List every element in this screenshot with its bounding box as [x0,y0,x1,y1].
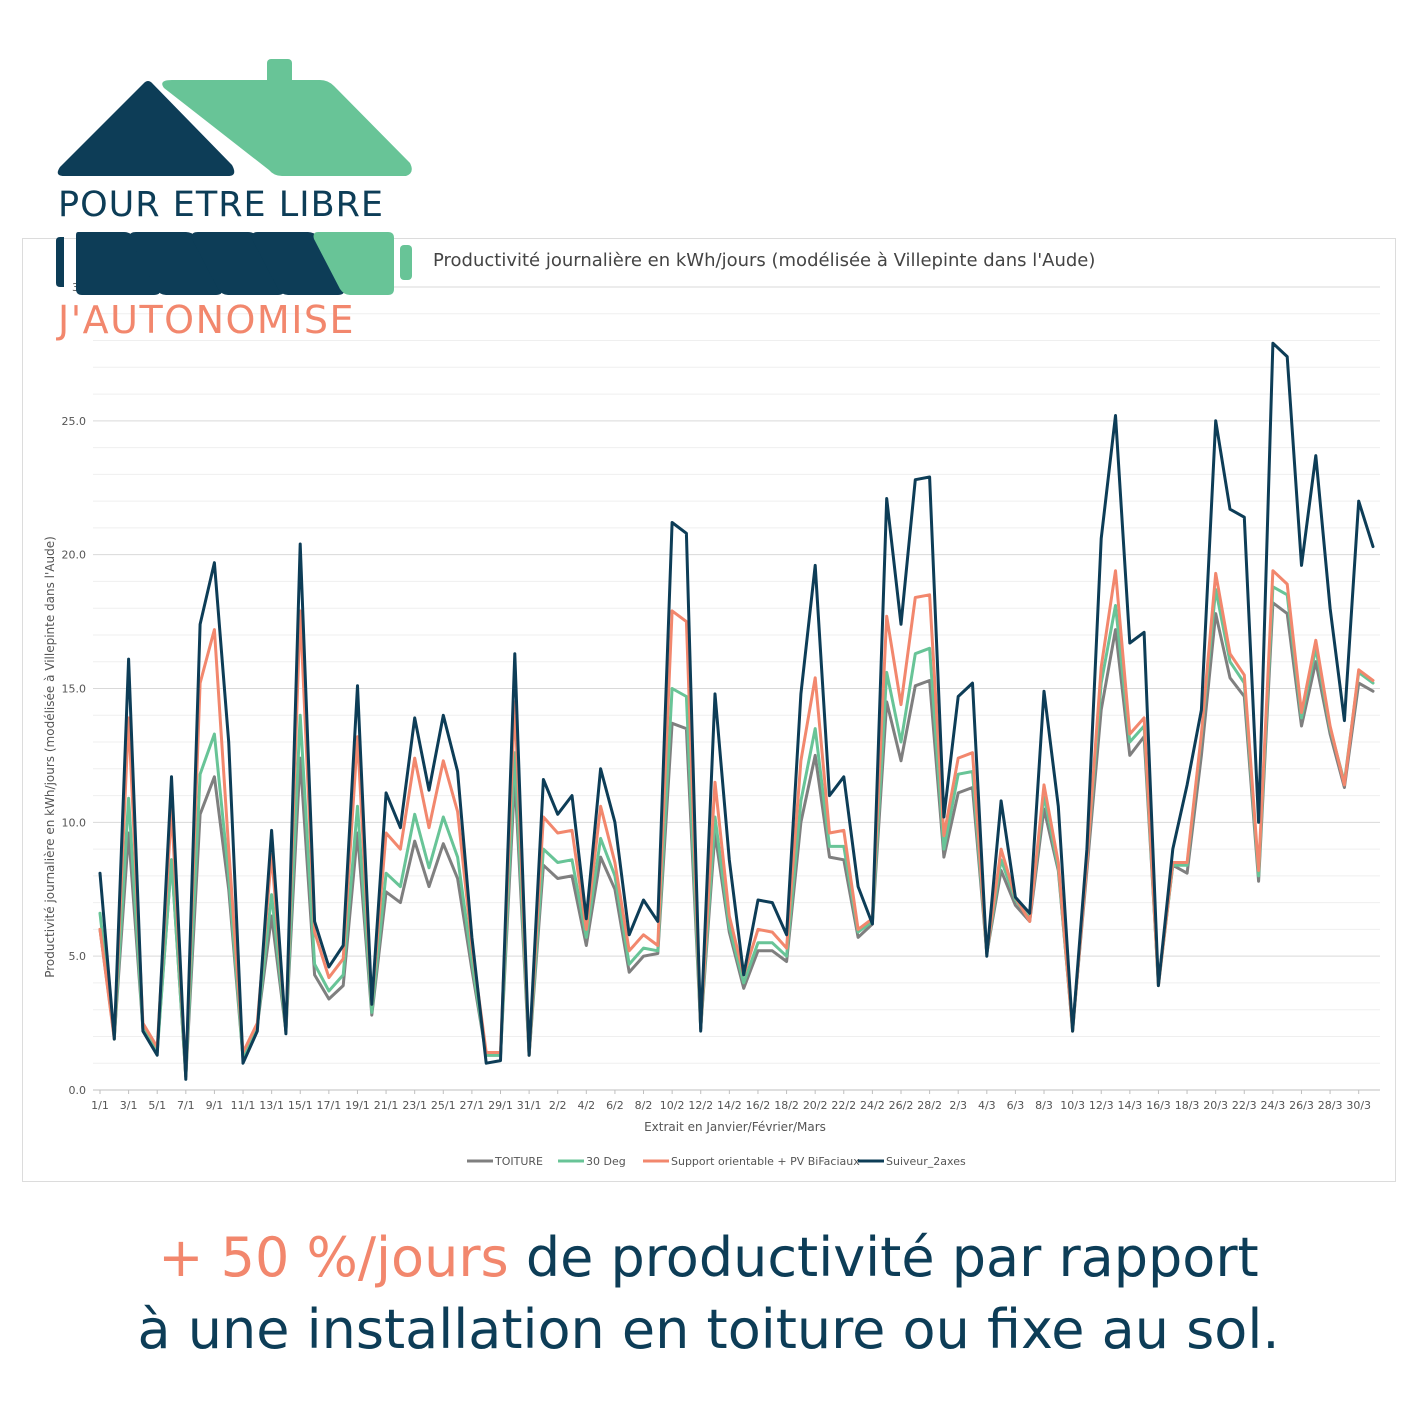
x-tick-label: 12/3 [1089,1099,1114,1112]
x-tick-label: 16/3 [1146,1099,1171,1112]
series-line-4 [98,341,1375,1081]
x-tick-label: 13/1 [259,1099,284,1112]
x-tick-label: 9/1 [206,1099,224,1112]
x-tick-label: 18/3 [1175,1099,1200,1112]
x-tick-label: 4/2 [577,1099,595,1112]
y-tick-label: 15.0 [62,683,87,696]
x-tick-label: 8/2 [635,1099,653,1112]
x-tick-label: 7/1 [177,1099,195,1112]
x-tick-label: 11/1 [231,1099,256,1112]
x-tick-label: 30/3 [1346,1099,1371,1112]
x-tick-label: 28/3 [1318,1099,1343,1112]
x-tick-label: 26/3 [1289,1099,1314,1112]
legend: TOITURE 30 Deg Support orientable + PV BiF… [467,1155,966,1168]
caption: + 50 %/jours de productivité par rapport… [0,1222,1417,1366]
caption-highlight: + 50 %/jours [158,1226,509,1289]
chart-title: Productivité journalière en kWh/jours (m… [433,250,1095,271]
x-tick-label: 24/2 [860,1099,885,1112]
x-tick-label: 6/3 [1007,1099,1025,1112]
x-tick-label: 4/3 [978,1099,996,1112]
house-roof-icon [56,59,412,295]
logo-text-line1: POUR ETRE LIBRE [58,185,385,225]
x-tick-label: 15/1 [288,1099,313,1112]
y-tick-label: 25.0 [62,415,87,428]
x-tick-label: 14/2 [717,1099,742,1112]
x-tick-label: 17/1 [317,1099,342,1112]
y-tick-label: 10.0 [62,816,87,829]
x-tick-label: 20/2 [803,1099,828,1112]
x-tick-label: 8/3 [1035,1099,1053,1112]
x-tick-label: 28/2 [917,1099,942,1112]
legend-label: TOITURE [494,1155,543,1168]
x-tick-label: 24/3 [1261,1099,1286,1112]
x-tick-label: 5/1 [148,1099,166,1112]
legend-label: 30 Deg [586,1155,626,1168]
x-tick-label: 26/2 [889,1099,914,1112]
legend-label: Support orientable + PV BiFaciaux [671,1155,860,1168]
x-tick-label: 21/1 [374,1099,399,1112]
x-tick-label: 2/2 [549,1099,567,1112]
y-tick-label: 20.0 [62,549,87,562]
series-lines [98,341,1375,1081]
x-axis-title: Extrait en Janvier/Février/Mars [644,1120,826,1134]
y-tick-label: 0.0 [69,1084,87,1097]
x-tick-label: 31/1 [517,1099,542,1112]
x-tick-label: 23/1 [402,1099,427,1112]
caption-line2: à une installation en toiture ou fixe au… [137,1298,1280,1361]
x-tick-label: 16/2 [746,1099,771,1112]
x-tick-label: 18/2 [774,1099,799,1112]
caption-line1: + 50 %/jours de productivité par rapport [0,1222,1417,1294]
x-tick-label: 19/1 [345,1099,370,1112]
logo: POUR ETRE LIBRE J'AUTONOMISE [50,55,430,355]
x-tick-label: 10/3 [1060,1099,1085,1112]
grid [93,286,1380,1091]
x-tick-label: 12/2 [688,1099,713,1112]
caption-rest: de productivité par rapport [508,1226,1259,1289]
x-axis: 1/1 3/1 5/1 7/1 9/1 11/1 13/1 15/1 17/1 19/1 21/1 2… [91,1090,1371,1112]
chart-panel: Productivité journalière en kWh/jours (m… [22,238,1396,1182]
logo-text-line2: J'AUTONOMISE [58,298,356,342]
line-chart: Productivité journalière en kWh/jours (m… [43,250,1380,1168]
x-tick-label: 3/1 [120,1099,138,1112]
x-tick-label: 25/1 [431,1099,456,1112]
x-tick-label: 2/3 [949,1099,967,1112]
x-tick-label: 20/3 [1203,1099,1228,1112]
x-tick-label: 6/2 [606,1099,624,1112]
x-tick-label: 1/1 [91,1099,109,1112]
x-tick-label: 22/2 [831,1099,856,1112]
x-tick-label: 22/3 [1232,1099,1257,1112]
legend-label: Suiveur_2axes [886,1155,966,1168]
y-tick-label: 5.0 [69,950,87,963]
x-tick-label: 14/3 [1117,1099,1142,1112]
x-tick-label: 10/2 [660,1099,685,1112]
y-axis: 0.05.010.015.020.025.030 [62,281,87,1097]
x-tick-label: 29/1 [488,1099,513,1112]
y-axis-title: Productivité journalière en kWh/jours (m… [43,536,57,978]
x-tick-label: 27/1 [460,1099,485,1112]
